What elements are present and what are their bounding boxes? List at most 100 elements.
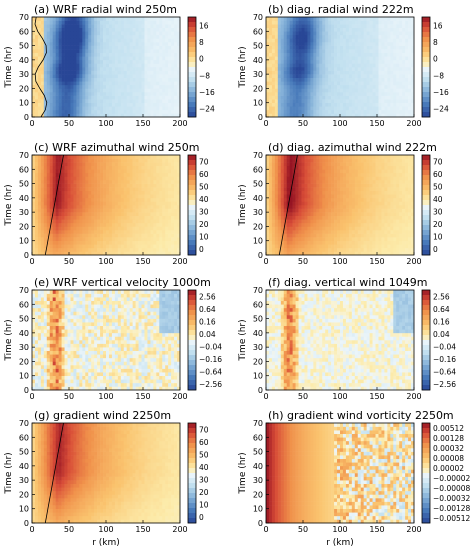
heatmap-cell — [43, 99, 48, 104]
heatmap-cell — [351, 106, 356, 111]
heatmap-cell — [171, 208, 175, 213]
heatmap-cell — [82, 205, 86, 209]
heatmap-cell — [108, 237, 113, 242]
heatmap-cell — [393, 38, 397, 43]
heatmap-cell — [79, 24, 83, 29]
heatmap-cell — [126, 109, 130, 114]
heatmap-cell — [120, 180, 125, 184]
heatmap-cell — [168, 84, 172, 89]
heatmap-cell — [58, 215, 62, 220]
heatmap-cell — [408, 31, 412, 36]
heatmap-cell — [108, 74, 113, 79]
heatmap-cell — [132, 52, 136, 57]
heatmap-cell — [342, 52, 347, 57]
heatmap-cell — [61, 67, 65, 71]
heatmap-cell — [123, 92, 128, 96]
heatmap-cell — [307, 190, 311, 195]
heatmap-cell — [334, 24, 338, 29]
heatmap-cell — [307, 42, 311, 46]
heatmap-cell — [331, 59, 335, 64]
heatmap-cell — [390, 113, 394, 118]
heatmap-cell — [268, 99, 273, 104]
heatmap-cell — [177, 84, 181, 89]
heatmap-cell — [331, 67, 335, 71]
heatmap-cell — [144, 84, 148, 89]
heatmap-cell — [76, 222, 80, 227]
heatmap-cell — [328, 31, 332, 36]
heatmap-cell — [286, 27, 290, 32]
heatmap-cell — [97, 205, 101, 209]
heatmap-cell — [40, 183, 45, 188]
heatmap-cell — [70, 52, 74, 57]
heatmap-cell — [52, 247, 56, 252]
heatmap-cell — [266, 201, 270, 206]
heatmap-cell — [268, 212, 273, 217]
heatmap-cell — [325, 59, 329, 64]
heatmap-cell — [58, 230, 62, 234]
heatmap-cell — [307, 237, 311, 242]
heatmap-cell — [325, 27, 329, 32]
heatmap-cell — [396, 67, 400, 71]
heatmap-cell — [319, 230, 323, 234]
heatmap-cell — [126, 70, 130, 75]
heatmap-cell — [58, 106, 62, 111]
heatmap-cell — [144, 59, 148, 64]
heatmap-cell — [289, 233, 293, 238]
heatmap-cell — [79, 42, 83, 46]
heatmap-cell — [58, 88, 62, 93]
heatmap-cell — [100, 240, 104, 245]
heatmap-cell — [32, 102, 36, 107]
heatmap-cell — [34, 24, 39, 29]
heatmap-cell — [402, 77, 406, 82]
heatmap-cell — [411, 56, 415, 61]
heatmap-cell — [49, 95, 54, 100]
heatmap-cell — [316, 183, 320, 188]
heatmap-cell — [277, 45, 282, 50]
heatmap-cell — [340, 106, 344, 111]
heatmap-cell — [301, 92, 305, 96]
heatmap-cell — [328, 158, 332, 163]
heatmap-cell — [114, 165, 119, 170]
heatmap-cell — [135, 240, 139, 245]
heatmap-cell — [387, 106, 391, 111]
heatmap-cell — [138, 27, 142, 32]
heatmap-cell — [111, 187, 116, 192]
heatmap-cell — [156, 158, 160, 163]
heatmap-cell — [289, 201, 293, 206]
heatmap-cell — [399, 70, 403, 75]
heatmap-cell — [114, 197, 119, 202]
heatmap-cell — [32, 63, 36, 68]
heatmap-cell — [106, 226, 110, 231]
heatmap-cell — [123, 237, 128, 242]
heatmap-cell — [144, 230, 148, 234]
heatmap-cell — [271, 17, 276, 21]
heatmap-cell — [135, 52, 139, 57]
heatmap-cell — [162, 176, 166, 181]
heatmap-cell — [156, 226, 160, 231]
heatmap-cell — [168, 237, 172, 242]
heatmap-cell — [55, 45, 59, 50]
heatmap-cell — [117, 77, 122, 82]
heatmap-cell — [277, 38, 282, 43]
heatmap-cell — [91, 244, 95, 249]
heatmap-cell — [58, 67, 62, 71]
heatmap-cell — [58, 240, 62, 245]
heatmap-cell — [351, 84, 356, 89]
heatmap-cell — [393, 113, 397, 118]
heatmap-cell — [387, 109, 391, 114]
heatmap-cell — [37, 247, 42, 252]
heatmap-cell — [97, 17, 101, 21]
heatmap-cell — [360, 106, 364, 111]
heatmap-cell — [266, 183, 270, 188]
heatmap-cell — [348, 67, 353, 71]
heatmap-cell — [32, 190, 36, 195]
heatmap-cell — [52, 212, 56, 217]
heatmap-cell — [67, 84, 71, 89]
heatmap-cell — [73, 180, 77, 184]
heatmap-cell — [174, 219, 178, 224]
heatmap-cell — [162, 77, 166, 82]
heatmap-cell — [174, 106, 178, 111]
heatmap-cell — [88, 172, 92, 177]
heatmap-cell — [40, 212, 45, 217]
